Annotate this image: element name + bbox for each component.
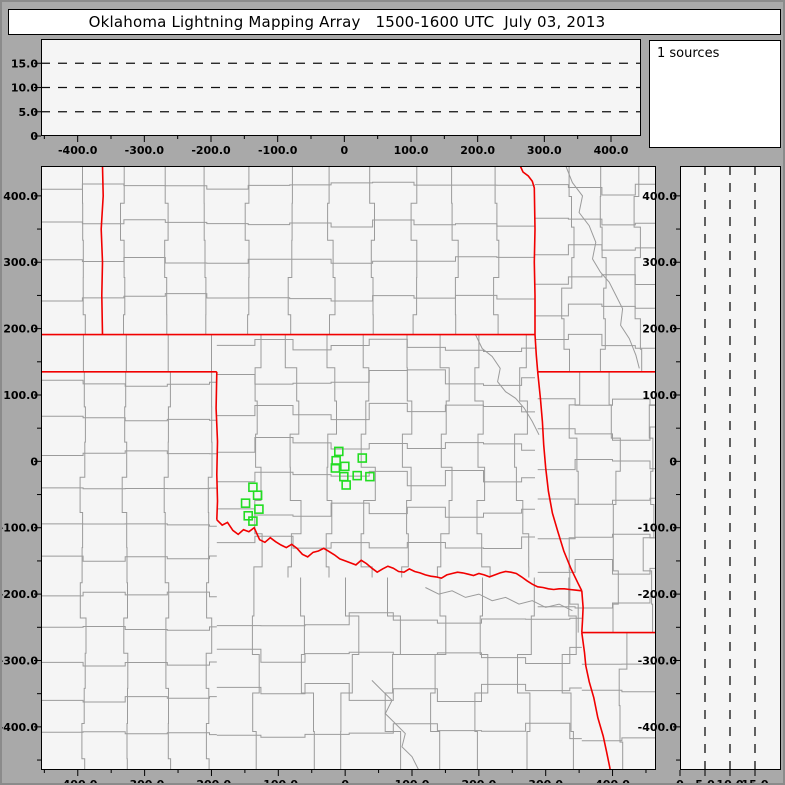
plan-view-map-plot[interactable]: -400.0 -300.0 -200.0 -100.0 0 100.0 200.0 300.0… (2, 166, 656, 783)
river-lines (371, 166, 640, 770)
svg-text:200.0: 200.0 (642, 323, 677, 336)
svg-text:-100.0: -100.0 (258, 144, 298, 157)
svg-text:-300.0: -300.0 (125, 144, 165, 157)
svg-text:200.0: 200.0 (460, 144, 495, 157)
svg-text:300.0: 300.0 (528, 778, 563, 785)
svg-text:400.0: 400.0 (595, 778, 630, 785)
svg-text:10.0: 10.0 (716, 778, 743, 785)
svg-text:5.0: 5.0 (19, 106, 39, 119)
svg-text:-300.0: -300.0 (638, 654, 678, 667)
svg-text:100.0: 100.0 (394, 144, 429, 157)
altitude-vs-eastwest-plot[interactable]: 0 5.0 10.0 15.0 -400.0 -300.0 -200.0 -100.0 0 100… (11, 39, 641, 157)
page-title: Oklahoma Lightning Mapping Array 1500-16… (88, 13, 606, 31)
svg-text:300.0: 300.0 (527, 144, 562, 157)
svg-text:0: 0 (669, 455, 677, 468)
svg-text:0: 0 (341, 144, 349, 157)
svg-text:5.0: 5.0 (695, 778, 715, 785)
svg-text:0: 0 (341, 778, 349, 785)
svg-text:-200.0: -200.0 (192, 778, 232, 785)
svg-text:100.0: 100.0 (395, 778, 430, 785)
svg-text:-200.0: -200.0 (0, 588, 38, 601)
svg-text:-400.0: -400.0 (0, 721, 38, 734)
svg-text:-100.0: -100.0 (0, 522, 38, 535)
state-borders (41, 166, 656, 770)
svg-text:-400.0: -400.0 (58, 144, 98, 157)
svg-text:0: 0 (30, 455, 38, 468)
svg-text:-100.0: -100.0 (259, 778, 299, 785)
svg-text:300.0: 300.0 (3, 256, 38, 269)
svg-text:-100.0: -100.0 (638, 522, 678, 535)
svg-text:400.0: 400.0 (3, 190, 38, 203)
county-boundaries (41, 166, 656, 770)
svg-text:0: 0 (30, 130, 38, 143)
svg-text:15.0: 15.0 (11, 57, 38, 70)
svg-text:200.0: 200.0 (461, 778, 496, 785)
svg-text:100.0: 100.0 (642, 389, 677, 402)
svg-text:200.0: 200.0 (3, 323, 38, 336)
svg-text:100.0: 100.0 (3, 389, 38, 402)
sources-count-label: 1 sources (657, 46, 720, 61)
lightning-source-markers (240, 446, 375, 526)
svg-text:15.0: 15.0 (741, 778, 768, 785)
svg-text:400.0: 400.0 (642, 190, 677, 203)
svg-text:-300.0: -300.0 (0, 654, 38, 667)
svg-text:-400.0: -400.0 (638, 721, 678, 734)
svg-text:-300.0: -300.0 (125, 778, 165, 785)
title-bar: Oklahoma Lightning Mapping Array 1500-16… (8, 9, 781, 35)
svg-text:-400.0: -400.0 (58, 778, 98, 785)
altitude-vs-northsouth-plot[interactable]: -400.0 -300.0 -200.0 -100.0 0 100.0 200.0 300.0… (638, 166, 781, 783)
sources-legend-box: 1 sources (649, 40, 781, 148)
svg-text:10.0: 10.0 (11, 82, 38, 95)
svg-text:300.0: 300.0 (642, 256, 677, 269)
svg-text:0: 0 (676, 778, 684, 785)
svg-text:-200.0: -200.0 (191, 144, 231, 157)
svg-text:-200.0: -200.0 (638, 588, 678, 601)
svg-text:400.0: 400.0 (594, 144, 629, 157)
